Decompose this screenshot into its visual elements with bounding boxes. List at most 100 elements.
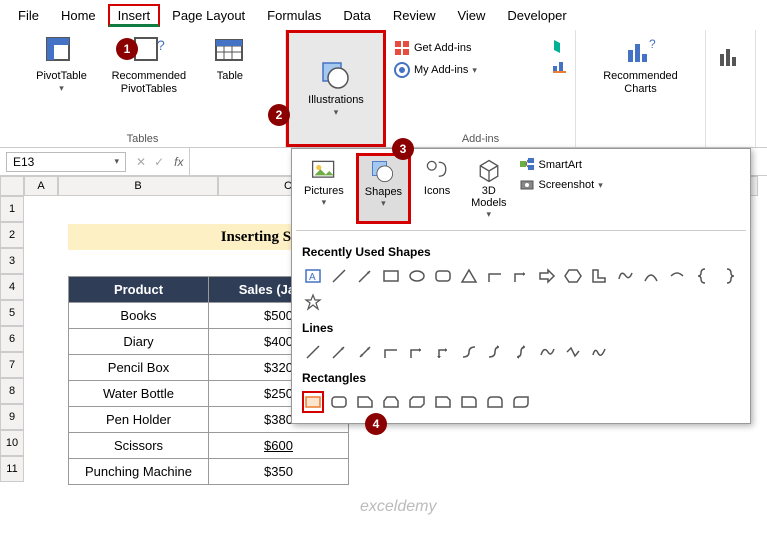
get-addins-icon xyxy=(394,40,410,56)
row-header[interactable]: 1 xyxy=(0,196,24,222)
shape-curved-connector[interactable] xyxy=(458,341,480,363)
menu-file[interactable]: File xyxy=(8,4,49,27)
shape-l-shape[interactable] xyxy=(588,265,610,287)
menu-page-layout[interactable]: Page Layout xyxy=(162,4,255,27)
shape-right-brace[interactable] xyxy=(718,265,740,287)
shape-snip-same-side[interactable] xyxy=(380,391,402,413)
shape-round-single[interactable] xyxy=(458,391,480,413)
cell[interactable]: Punching Machine xyxy=(69,459,209,485)
chart-histogram-icon[interactable] xyxy=(718,44,744,70)
shape-elbow[interactable] xyxy=(484,265,506,287)
get-addins-button[interactable]: Get Add-ins xyxy=(392,38,479,58)
shape-line[interactable] xyxy=(302,341,324,363)
row-header[interactable]: 6 xyxy=(0,326,24,352)
row-header[interactable]: 3 xyxy=(0,248,24,274)
shape-round-diagonal[interactable] xyxy=(510,391,532,413)
lines-row xyxy=(302,341,740,363)
menu-home[interactable]: Home xyxy=(51,4,106,27)
shape-snip-round[interactable] xyxy=(432,391,454,413)
shape-line[interactable] xyxy=(328,265,350,287)
shape-double-arrow[interactable] xyxy=(354,341,376,363)
my-addins-button[interactable]: My Add-ins ▾ xyxy=(392,60,479,80)
shape-oval[interactable] xyxy=(406,265,428,287)
cell[interactable]: Water Bottle xyxy=(69,381,209,407)
name-box[interactable]: E13 ▾ xyxy=(6,152,126,172)
illustrations-button[interactable]: Illustrations ▾ xyxy=(302,35,370,142)
shape-freeform[interactable] xyxy=(614,265,636,287)
shape-curve-line[interactable] xyxy=(536,341,558,363)
table-button[interactable]: Table xyxy=(205,32,255,87)
shape-scribble[interactable] xyxy=(588,341,610,363)
cell[interactable]: Pencil Box xyxy=(69,355,209,381)
pictures-button[interactable]: Pictures ▾ xyxy=(296,153,352,224)
cell[interactable]: Pen Holder xyxy=(69,407,209,433)
screenshot-label: Screenshot xyxy=(539,179,595,191)
row-header[interactable]: 5 xyxy=(0,300,24,326)
bing-maps-icon[interactable] xyxy=(551,38,569,56)
row-header[interactable]: 2 xyxy=(0,222,24,248)
3d-models-button[interactable]: 3D Models ▾ xyxy=(463,153,514,224)
shape-rounded-rectangle[interactable] xyxy=(328,391,350,413)
menu-developer[interactable]: Developer xyxy=(497,4,576,27)
cell[interactable]: $600 xyxy=(209,433,349,459)
recently-used-header: Recently Used Shapes xyxy=(302,245,740,259)
shape-right-arrow[interactable] xyxy=(536,265,558,287)
shape-rectangle[interactable] xyxy=(380,265,402,287)
pivottable-button[interactable]: PivotTable ▾ xyxy=(30,32,93,98)
shape-left-brace[interactable] xyxy=(692,265,714,287)
shape-elbow-arrow-connector[interactable] xyxy=(406,341,428,363)
screenshot-icon xyxy=(519,177,535,193)
people-graph-icon[interactable] xyxy=(551,58,569,76)
cell[interactable]: $350 xyxy=(209,459,349,485)
shape-elbow-connector[interactable] xyxy=(380,341,402,363)
shape-curve[interactable] xyxy=(666,265,688,287)
menu-view[interactable]: View xyxy=(447,4,495,27)
recommended-charts-icon: ? xyxy=(625,36,657,68)
shape-line-arrow[interactable] xyxy=(354,265,376,287)
row-header[interactable]: 4 xyxy=(0,274,24,300)
shape-textbox[interactable]: A xyxy=(302,265,324,287)
row-header[interactable]: 9 xyxy=(0,404,24,430)
chevron-down-icon: ▾ xyxy=(598,180,603,191)
menu-data[interactable]: Data xyxy=(333,4,380,27)
screenshot-button[interactable]: Screenshot ▾ xyxy=(519,177,603,193)
shape-snip-diagonal[interactable] xyxy=(406,391,428,413)
icons-icon xyxy=(423,157,451,185)
fx-icon[interactable]: fx xyxy=(174,155,183,169)
menu-insert[interactable]: Insert xyxy=(108,4,161,27)
select-all-corner[interactable] xyxy=(0,176,24,196)
col-header-A[interactable]: A xyxy=(24,176,58,196)
col-header-B[interactable]: B xyxy=(58,176,218,196)
shape-rounded-rect[interactable] xyxy=(432,265,454,287)
cell[interactable]: Books xyxy=(69,303,209,329)
recommended-pivot-button[interactable]: ? Recommended PivotTables xyxy=(99,32,199,100)
shape-arc[interactable] xyxy=(640,265,662,287)
row-header[interactable]: 11 xyxy=(0,456,24,482)
row-header[interactable]: 8 xyxy=(0,378,24,404)
row-header[interactable]: 10 xyxy=(0,430,24,456)
icons-button[interactable]: Icons xyxy=(415,153,459,224)
shape-star[interactable] xyxy=(302,291,324,313)
shapes-button[interactable]: Shapes ▾ xyxy=(356,153,411,224)
smartart-button[interactable]: SmartArt xyxy=(519,157,603,173)
cell[interactable]: Scissors xyxy=(69,433,209,459)
shape-rectangle-selected[interactable] xyxy=(302,391,324,413)
shape-round-same-side[interactable] xyxy=(484,391,506,413)
cell[interactable]: Diary xyxy=(69,329,209,355)
shape-hexagon[interactable] xyxy=(562,265,584,287)
menu-formulas[interactable]: Formulas xyxy=(257,4,331,27)
fbar-enter-icon: ✓ xyxy=(154,155,164,169)
menu-review[interactable]: Review xyxy=(383,4,446,27)
smartart-icon xyxy=(519,157,535,173)
shape-curved-arrow-connector[interactable] xyxy=(484,341,506,363)
recommended-pivot-icon: ? xyxy=(133,36,165,68)
shape-freeform-line[interactable] xyxy=(562,341,584,363)
shape-curved-double-arrow[interactable] xyxy=(510,341,532,363)
shape-snip-single[interactable] xyxy=(354,391,376,413)
shape-elbow-double-arrow[interactable] xyxy=(432,341,454,363)
shape-elbow-arrow[interactable] xyxy=(510,265,532,287)
recommended-charts-button[interactable]: ? Recommended Charts xyxy=(597,32,684,100)
shape-line-arrow[interactable] xyxy=(328,341,350,363)
shape-triangle[interactable] xyxy=(458,265,480,287)
row-header[interactable]: 7 xyxy=(0,352,24,378)
